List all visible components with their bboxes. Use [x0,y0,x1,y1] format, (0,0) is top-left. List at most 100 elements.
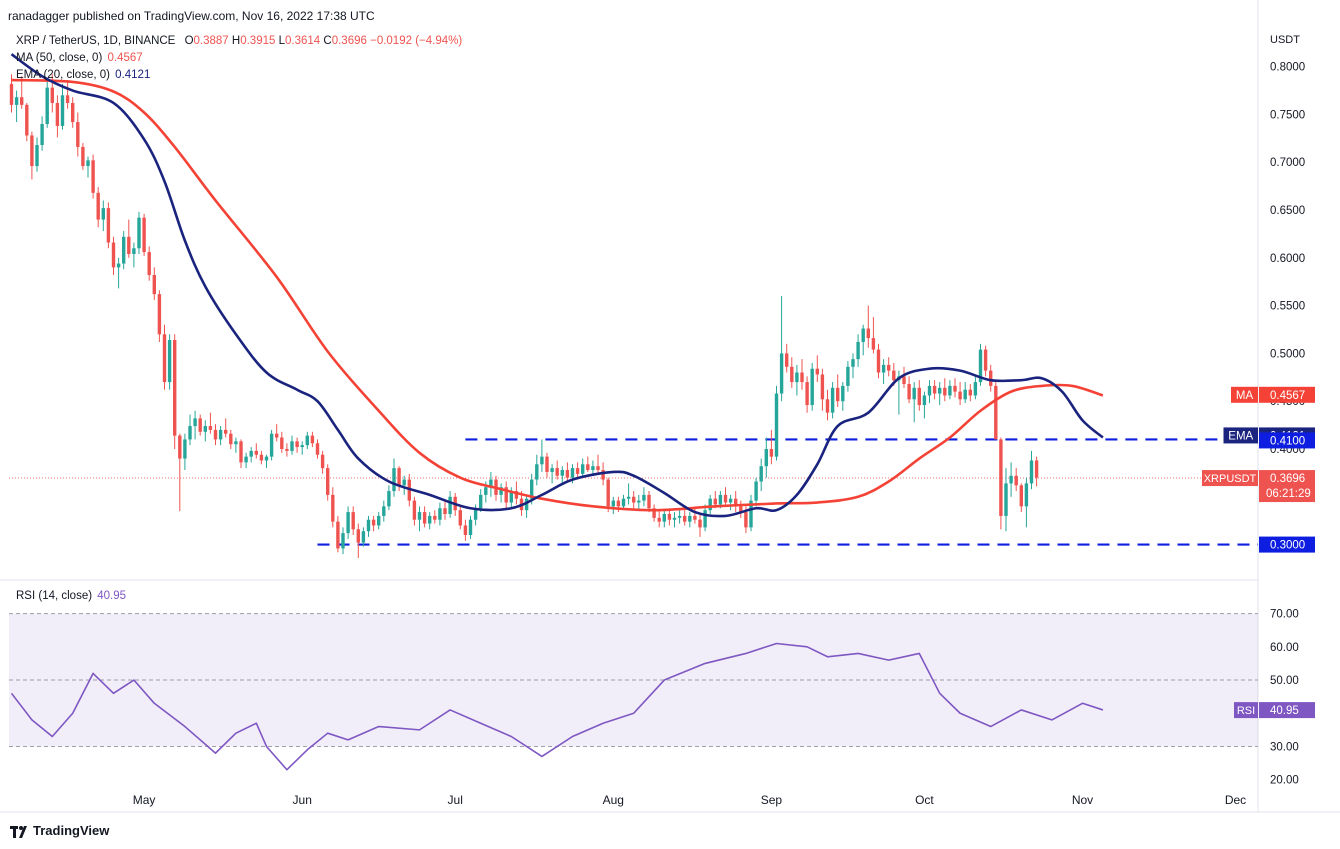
candle-body [963,389,967,400]
candle-body [693,515,697,520]
candle-body [815,368,819,375]
rsi-tag-name-box [1234,702,1258,719]
candle-body [759,466,763,482]
candle-body [769,448,774,457]
candle-body [994,385,998,440]
candle-body [672,517,677,520]
candle-body [591,466,595,471]
candle-body [315,443,320,455]
candle-body [764,448,768,467]
candle-body [351,512,355,530]
candle-body [662,513,666,522]
price-tick-label: 0.7500 [1270,109,1305,121]
candles [9,74,1039,558]
level-tag: 0.3000 [1259,536,1315,553]
rsi-tag-value-box [1259,702,1315,719]
candle-body [152,275,156,295]
time-tick-label: Jun [293,793,312,807]
candle-body [91,160,95,193]
candle-body [397,468,401,486]
rsi-tag-name: RSI [1237,705,1255,717]
candle-body [14,97,19,105]
candle-body [958,391,962,400]
candle-body [943,387,947,396]
candle-body [575,468,580,474]
time-tick-label: Aug [603,793,624,807]
candle-body [417,512,422,520]
time-tick-label: May [133,793,156,807]
candle-body [545,456,549,472]
candle-body [167,340,172,383]
candle-body [749,500,753,528]
candle-body [739,506,743,513]
candle-body [40,123,44,146]
candle-body [428,515,432,524]
price-tick-label: 0.7000 [1270,157,1305,169]
time-tick-label: Jul [448,793,463,807]
symbol-legend: XRP / TetherUS, 1D, BINANCE O0.3887 H0.3… [16,35,462,47]
candle-body [132,248,136,254]
candle-body [448,496,452,514]
low-value: 0.3614 [285,35,321,47]
candle-body [927,385,932,396]
time-tick-label: Dec [1225,793,1246,807]
candle-body [20,97,24,105]
candle-body [626,496,631,499]
candle-body [938,387,942,394]
candle-body [137,217,141,249]
candle-body [535,464,539,480]
candle-body [310,435,315,444]
level-tag: 0.4100 [1259,432,1315,449]
candle-body [601,470,605,480]
rsi-legend-value: 40.95 [97,590,127,602]
ema-20-line [10,53,1104,518]
candle-body [968,389,972,396]
candle-body [422,512,427,524]
candle-body [555,468,559,476]
candle-body [116,263,121,268]
candle-body [876,349,881,373]
candle-body [463,525,468,536]
rsi-tick-label: 30.00 [1270,741,1299,753]
candle-body [377,515,381,526]
ma-50-line [11,78,1104,512]
tradingview-brand: TradingView [10,823,109,838]
candle-body [999,439,1003,516]
change-value: −0.0192 (−4.94%) [370,35,463,47]
candle-body [581,464,585,474]
candle-body [866,328,870,339]
publisher-line: ranadagger published on TradingView.com,… [8,9,375,23]
candle-body [953,385,957,392]
candle-body [193,418,197,427]
candle-body [249,450,253,457]
high-value: 0.3915 [240,35,276,47]
ema-legend-value: 0.4121 [115,69,151,81]
axis-tag-name-box [1231,386,1258,403]
candle-body [244,456,248,463]
candle-body [948,385,952,396]
candle-body [586,464,590,471]
open-label: O [184,35,194,47]
close-value: 0.3696 [331,35,367,47]
ema-legend: EMA (20, close, 0) 0.4121 [16,69,150,81]
candle-body [540,456,544,465]
candle-body [106,208,111,243]
candle-body [728,498,733,503]
candle-body [392,468,396,492]
candle-body [198,418,202,432]
symbol-name: XRP / TetherUS, 1D, BINANCE [16,35,176,47]
candle-body [305,435,309,446]
candle-body [596,466,600,471]
candle-body [912,387,916,400]
candle-body [754,481,758,501]
candle-body [55,102,60,126]
candle-body [275,433,279,438]
time-tick-label: Nov [1072,793,1093,807]
candle-body [387,491,391,507]
candle-body [1034,460,1039,478]
candle-body [713,498,717,505]
candle-body [65,95,70,103]
candle-body [254,450,258,455]
candle-body [530,479,534,499]
